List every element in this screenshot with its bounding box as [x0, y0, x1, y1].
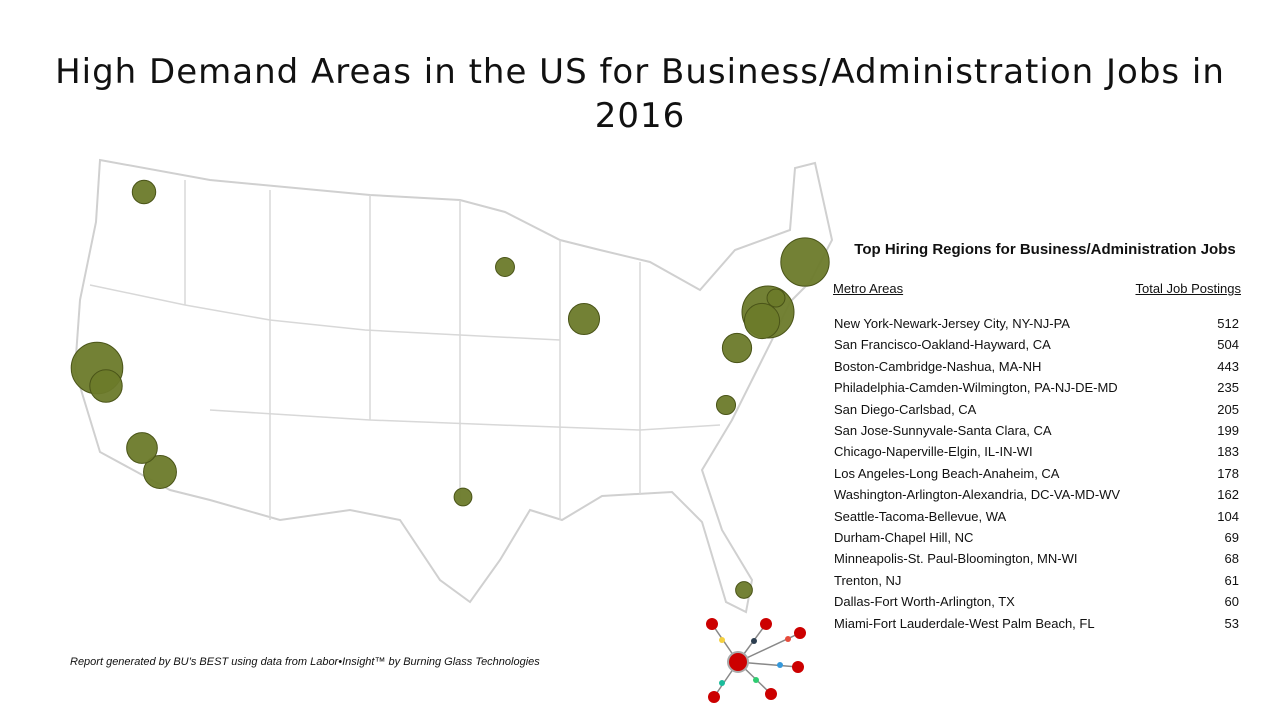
posting-count: 162 [1217, 487, 1239, 503]
metro-name: Durham-Chapel Hill, NC [834, 530, 974, 545]
posting-count: 504 [1217, 337, 1239, 353]
metro-bubble [143, 455, 177, 489]
logo [706, 618, 806, 703]
table-title: Top Hiring Regions for Business/Administ… [854, 241, 1236, 258]
posting-count: 205 [1217, 401, 1239, 417]
metro-bubble [126, 432, 158, 464]
metro-name: Boston-Cambridge-Nashua, MA-NH [834, 358, 1042, 374]
posting-count: 443 [1217, 358, 1239, 374]
metro-bubble [495, 257, 515, 277]
metro-name: Washington-Arlington-Alexandria, DC-VA-M… [834, 487, 1121, 503]
metro-name: Minneapolis-St. Paul-Bloomington, MN-WI [834, 551, 1078, 567]
metro-name: New York-Newark-Jersey City, NY-NJ-PA [834, 316, 1070, 331]
posting-count: 183 [1217, 444, 1239, 460]
metro-name: Dallas-Fort Worth-Arlington, TX [834, 594, 1015, 610]
us-outline [73, 158, 834, 614]
metro-name: San Jose-Sunnyvale-Santa Clara, CA [834, 423, 1052, 438]
metro-name: San Francisco-Oakland-Hayward, CA [834, 337, 1051, 353]
metro-bubble [453, 487, 473, 507]
metro-name: Philadelphia-Camden-Wilmington, PA-NJ-DE… [834, 380, 1118, 396]
posting-count: 69 [1224, 530, 1239, 545]
metro-bubble [743, 302, 781, 340]
posting-count: 199 [1217, 423, 1239, 438]
metro-bubble [715, 394, 737, 416]
posting-count: 53 [1224, 615, 1239, 631]
posting-count: 235 [1217, 380, 1239, 396]
metro-bubble [721, 332, 753, 364]
column-header: Total Job Postings [1135, 281, 1241, 296]
metro-name: San Diego-Carlsbad, CA [834, 401, 977, 417]
metro-bubble [735, 581, 753, 599]
metro-name: Trenton, NJ [834, 572, 902, 588]
page-title: High Demand Areas in the US for Business… [55, 52, 1225, 136]
posting-count: 178 [1217, 465, 1239, 481]
metro-bubble [567, 302, 601, 336]
bubbles [70, 179, 830, 599]
metro-bubble [766, 288, 786, 308]
metro-bubble [780, 237, 830, 287]
metro-bubble [131, 179, 157, 205]
metro-bubble [89, 369, 123, 403]
metro-name: Chicago-Naperville-Elgin, IL-IN-WI [834, 444, 1033, 460]
state-lines [89, 180, 721, 520]
column-header: Metro Areas [833, 281, 904, 296]
posting-count: 68 [1224, 551, 1239, 567]
posting-count: 60 [1224, 594, 1239, 610]
footer-note: Report generated by BU’s BEST using data… [70, 656, 540, 668]
posting-count: 61 [1224, 572, 1239, 588]
metro-name: Miami-Fort Lauderdale-West Palm Beach, F… [834, 615, 1095, 631]
posting-count: 512 [1217, 316, 1239, 331]
posting-count: 104 [1217, 508, 1239, 524]
metro-name: Seattle-Tacoma-Bellevue, WA [834, 508, 1007, 524]
metro-name: Los Angeles-Long Beach-Anaheim, CA [834, 465, 1060, 481]
